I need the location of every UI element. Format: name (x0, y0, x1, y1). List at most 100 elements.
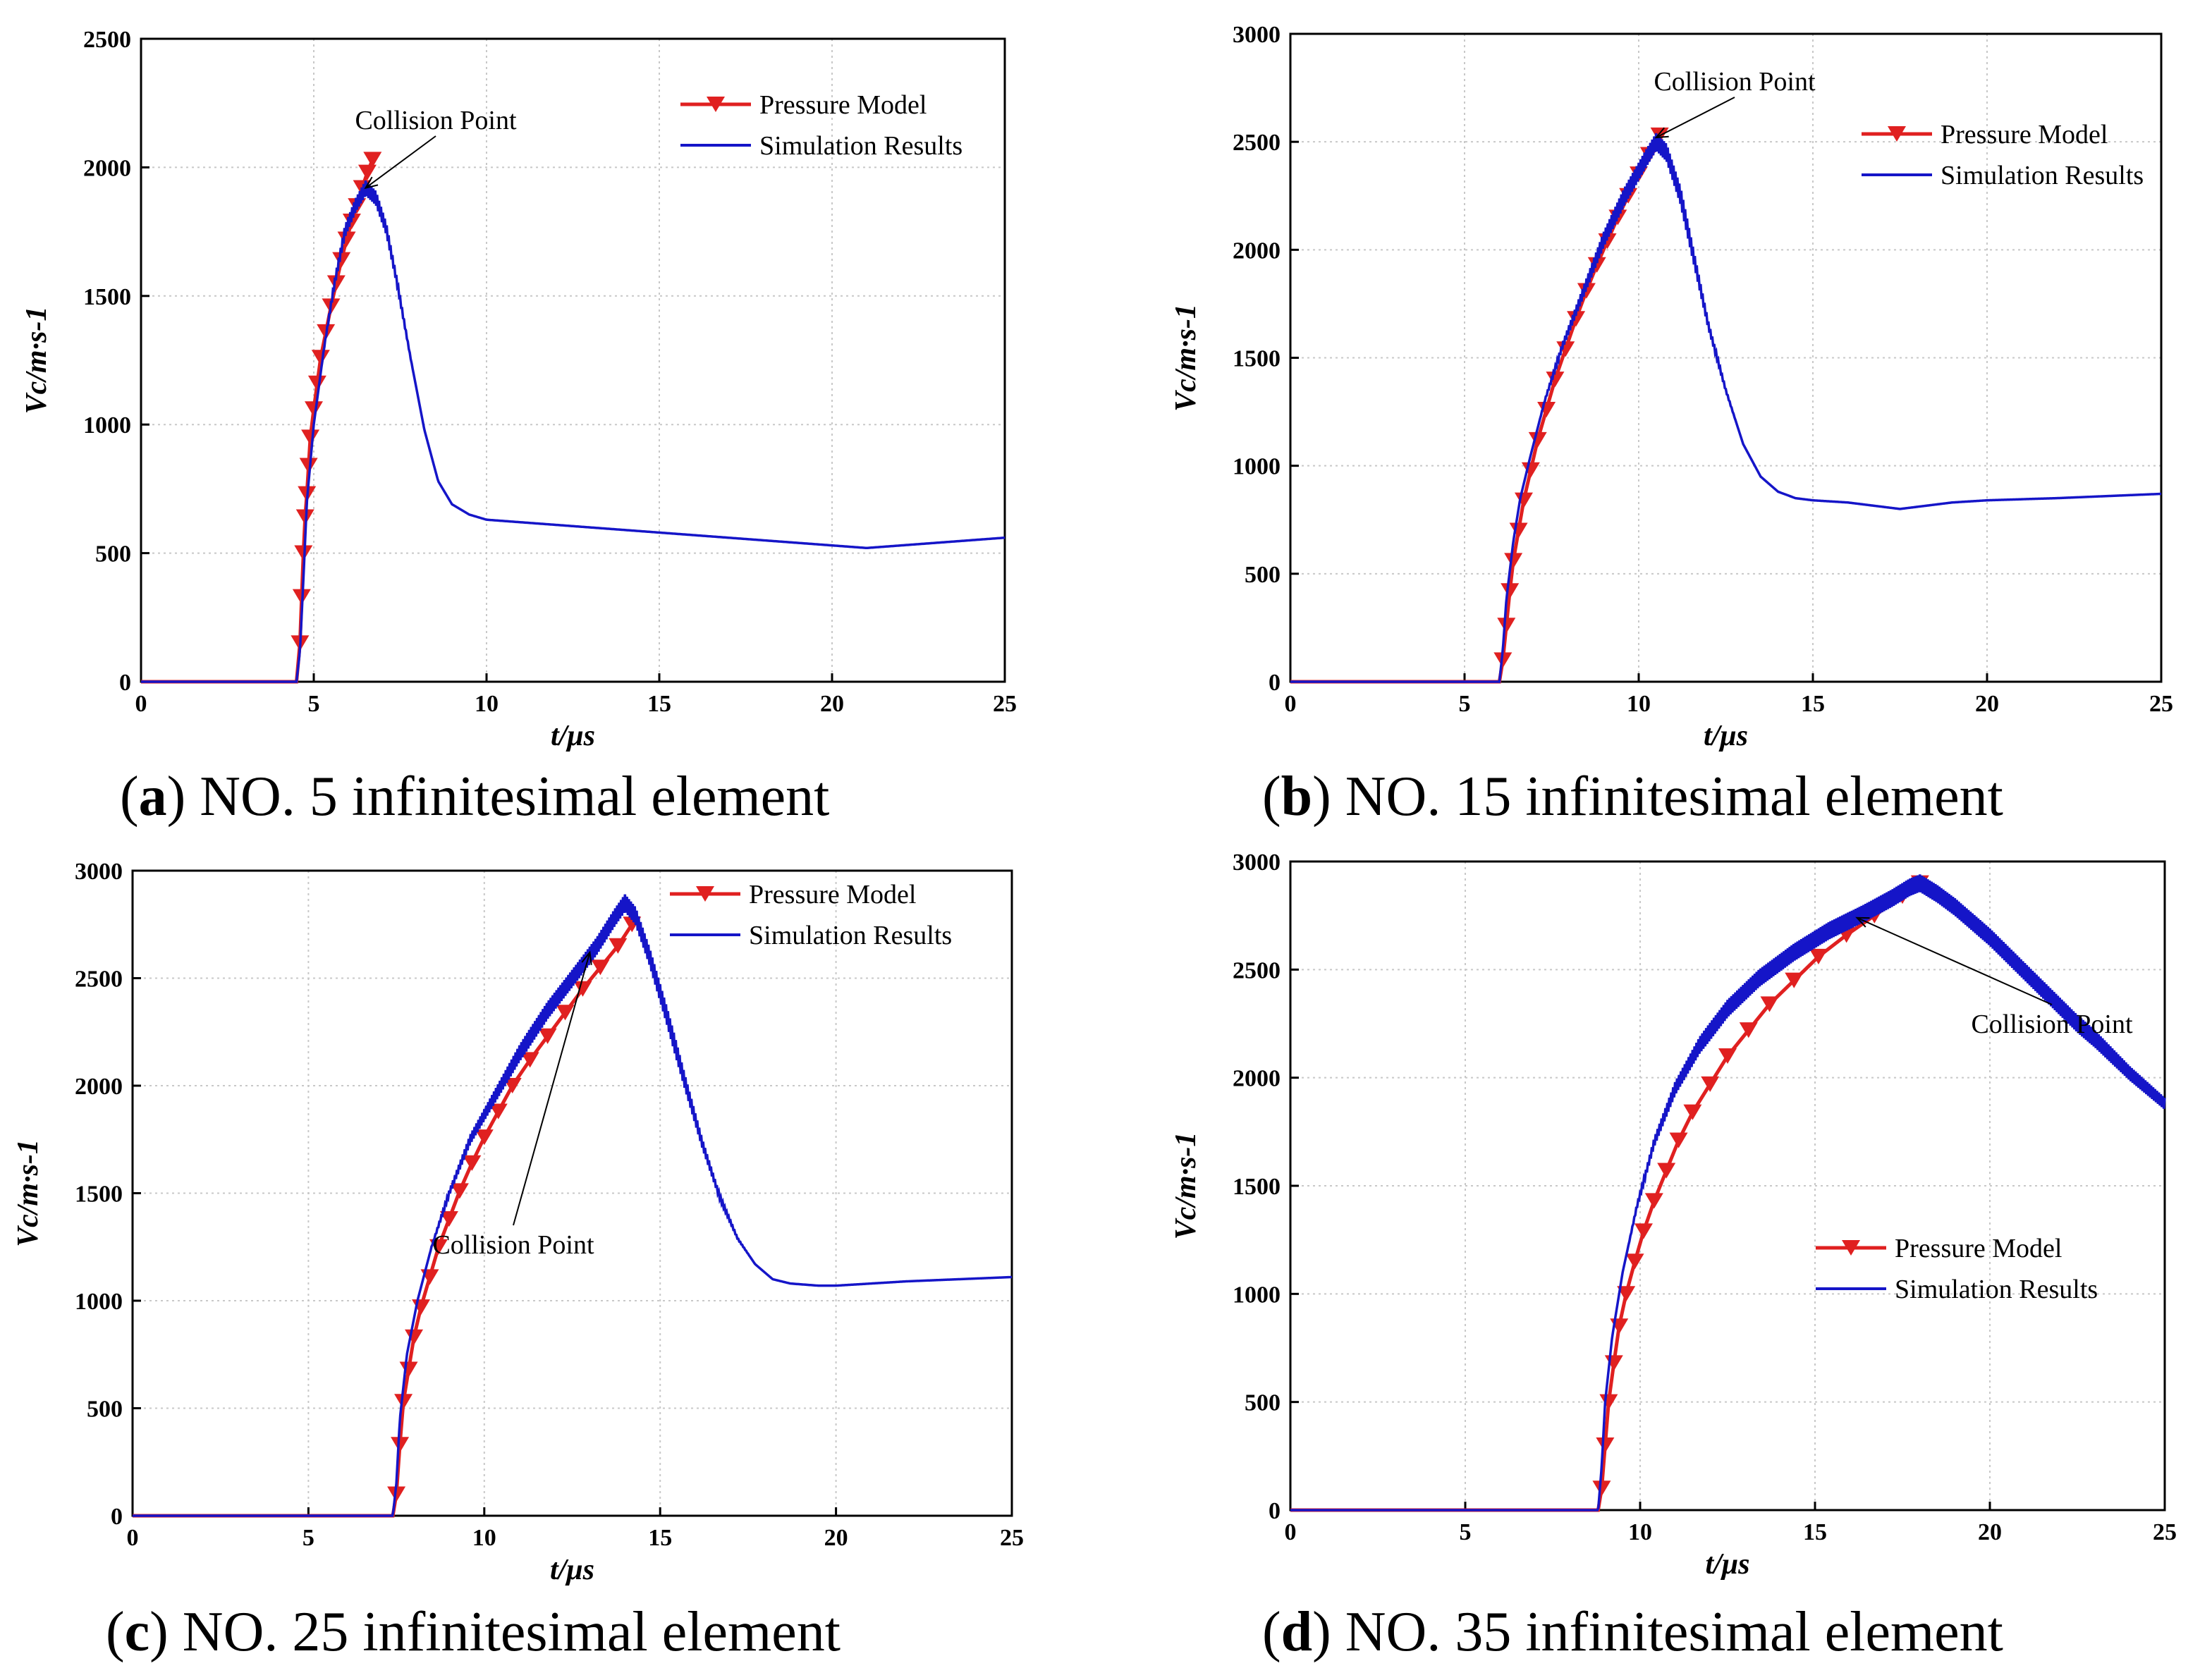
chart-d-y-tick-label: 1000 (1233, 1282, 1281, 1308)
chart-c-pressure-marker (573, 981, 592, 997)
chart-a-x-tick-label: 0 (135, 691, 147, 717)
chart-a-plot-frame (140, 37, 1006, 683)
chart-c-pressure-marker (439, 1211, 458, 1227)
chart-b-legend-pressure-label: Pressure Model (1941, 120, 2108, 149)
chart-b-y-tick-label: 3000 (1233, 22, 1281, 48)
caption-a: (a) NO. 5 infinitesimal element (120, 766, 830, 828)
chart-b-annotation-arrowhead (1654, 127, 1669, 139)
chart-b-svg: 0 5 10 15 20 25 0 500 1000 1500 2000 2500 3000 t/μs Vc… (1170, 22, 2173, 752)
chart-a-y-tick-label: 0 (119, 670, 131, 696)
caption-d-label: d (1281, 1601, 1313, 1663)
chart-d-x-tick-label: 15 (1803, 1519, 1827, 1545)
chart-d-x-tick-label: 20 (1978, 1519, 2002, 1545)
chart-c-y-tick-label: 3000 (75, 859, 123, 885)
chart-c-y-tick-label: 0 (111, 1504, 123, 1530)
chart-panel-d: 0 5 10 15 20 25 0 500 1000 1500 2000 2500 3000 t/μs Vc… (1156, 832, 2200, 1663)
chart-b-x-tick-label: 20 (1975, 691, 1999, 717)
caption-b: (b) NO. 15 infinitesimal element (1262, 766, 2003, 828)
chart-b-y-tick-label: 500 (1245, 562, 1281, 588)
chart-c-plot-frame (131, 869, 1013, 1517)
chart-d-pressure-marker (1718, 1048, 1737, 1065)
chart-d-legend-simulation-label: Simulation Results (1895, 1275, 2098, 1304)
chart-b-y-tick-label: 1000 (1233, 454, 1281, 480)
chart-c-y-tick-label: 2500 (75, 967, 123, 993)
chart-a-x-tick-label: 25 (993, 691, 1017, 717)
chart-c-pressure-marker (463, 1155, 482, 1171)
chart-a-x-tick-label: 5 (308, 691, 320, 717)
chart-d-pressure-marker (1599, 1394, 1618, 1410)
chart-c-pressure-marker (450, 1183, 469, 1199)
chart-panel-a: 0 5 10 15 20 25 0 500 1000 1500 2000 2500 t/μs Vc/m·s… (0, 0, 1058, 828)
chart-d-x-tick-label: 0 (1285, 1519, 1297, 1545)
chart-c-x-tick-label: 20 (824, 1525, 848, 1551)
chart-a-y-tick-label: 1500 (83, 284, 131, 310)
chart-d-pressure-marker (1669, 1132, 1688, 1148)
chart-d-pressure-marker (1809, 948, 1828, 964)
chart-c-y-tick-label: 1000 (75, 1289, 123, 1315)
chart-d-annotation-arrow (1857, 916, 2053, 1005)
chart-panel-b: 0 5 10 15 20 25 0 500 1000 1500 2000 2500 3000 t/μs Vc… (1156, 0, 2200, 828)
chart-c-x-tick-label: 15 (648, 1525, 672, 1551)
chart-d-x-tick-label: 10 (1628, 1519, 1652, 1545)
chart-c-pressure-marker (609, 938, 628, 954)
chart-d-pressure-marker (1617, 1286, 1636, 1302)
chart-c-svg: 0 5 10 15 20 25 0 500 1000 1500 2000 2500 3000 t/μs Vc… (12, 859, 1024, 1586)
chart-b-annotation-arrow (1656, 97, 1735, 138)
chart-c-pressure-marker (556, 1005, 575, 1021)
chart-d-x-axis-label: t/μs (1705, 1548, 1749, 1581)
chart-c-series-pressure-model (133, 923, 634, 1518)
chart-b-legend-simulation-label: Simulation Results (1941, 161, 2144, 190)
chart-c-pressure-marker (391, 1437, 410, 1453)
chart-d-pressure-marker (1592, 1480, 1611, 1497)
chart-b-y-tick-label: 2500 (1233, 130, 1281, 156)
chart-a-x-tick-label: 10 (475, 691, 499, 717)
chart-d-y-tick-label: 2500 (1233, 957, 1281, 983)
chart-a-pressure-marker (305, 401, 323, 417)
chart-a-y-tick-label: 2500 (83, 27, 131, 53)
chart-c-legend-simulation-label: Simulation Results (749, 921, 952, 950)
chart-d-x-tick-label: 5 (1460, 1519, 1472, 1545)
chart-c-pressure-marker (538, 1028, 557, 1044)
chart-a-pressure-marker (301, 429, 320, 446)
caption-d-text: NO. 35 infinitesimal element (1345, 1601, 2003, 1663)
chart-a-legend-simulation-label: Simulation Results (759, 131, 963, 161)
chart-c-y-tick-label: 500 (87, 1397, 123, 1423)
chart-a-x-axis-label: t/μs (551, 720, 595, 752)
chart-c-pressure-marker (591, 959, 610, 976)
chart-d-pressure-marker (1739, 1022, 1758, 1038)
chart-c-pressure-marker (520, 1052, 539, 1068)
caption-b-label: b (1281, 766, 1313, 828)
chart-b-pressure-marker (1497, 618, 1516, 634)
chart-b-legend-pressure-marker (1888, 126, 1906, 142)
chart-b-pressure-marker (1556, 341, 1575, 357)
chart-d-pressure-marker (1596, 1437, 1615, 1454)
chart-a-series-simulation-results (141, 180, 1006, 683)
chart-b-y-axis-label: Vc/m·s-1 (1170, 304, 1202, 412)
chart-a-pressure-marker (311, 350, 330, 366)
chart-d-y-tick-label: 0 (1269, 1498, 1281, 1524)
chart-a-x-tick-label: 15 (647, 691, 671, 717)
chart-c-pressure-marker (405, 1329, 424, 1345)
chart-d-series-simulation-results (1290, 874, 2166, 1512)
chart-d-y-tick-label: 2000 (1233, 1066, 1281, 1092)
caption-c-text: NO. 25 infinitesimal element (182, 1601, 841, 1663)
chart-c-legend-pressure-marker (696, 886, 714, 902)
chart-b-pressure-marker (1509, 522, 1528, 539)
chart-b-x-axis-label: t/μs (1704, 720, 1748, 752)
chart-b-y-tick-label: 0 (1269, 670, 1281, 696)
chart-c-pressure-marker (399, 1361, 418, 1378)
chart-d-pressure-marker (1657, 1163, 1676, 1179)
chart-a-pressure-marker (337, 231, 356, 247)
chart-c-x-tick-label: 10 (472, 1525, 496, 1551)
chart-c-pressure-marker (394, 1394, 413, 1410)
chart-b-pressure-marker (1514, 492, 1533, 508)
chart-d-annotation-text: Collision Point (1971, 1010, 2133, 1039)
chart-c-x-tick-label: 0 (127, 1525, 139, 1551)
chart-c-y-axis-label: Vc/m·s-1 (12, 1139, 44, 1247)
chart-d-y-tick-label: 3000 (1233, 850, 1281, 876)
chart-b-x-tick-label: 10 (1627, 691, 1651, 717)
chart-d-x-tick-label: 25 (2153, 1519, 2177, 1545)
chart-a-series-pressure-model (141, 159, 374, 684)
chart-a-pressure-marker (307, 375, 326, 391)
chart-b-pressure-marker (1567, 311, 1586, 327)
